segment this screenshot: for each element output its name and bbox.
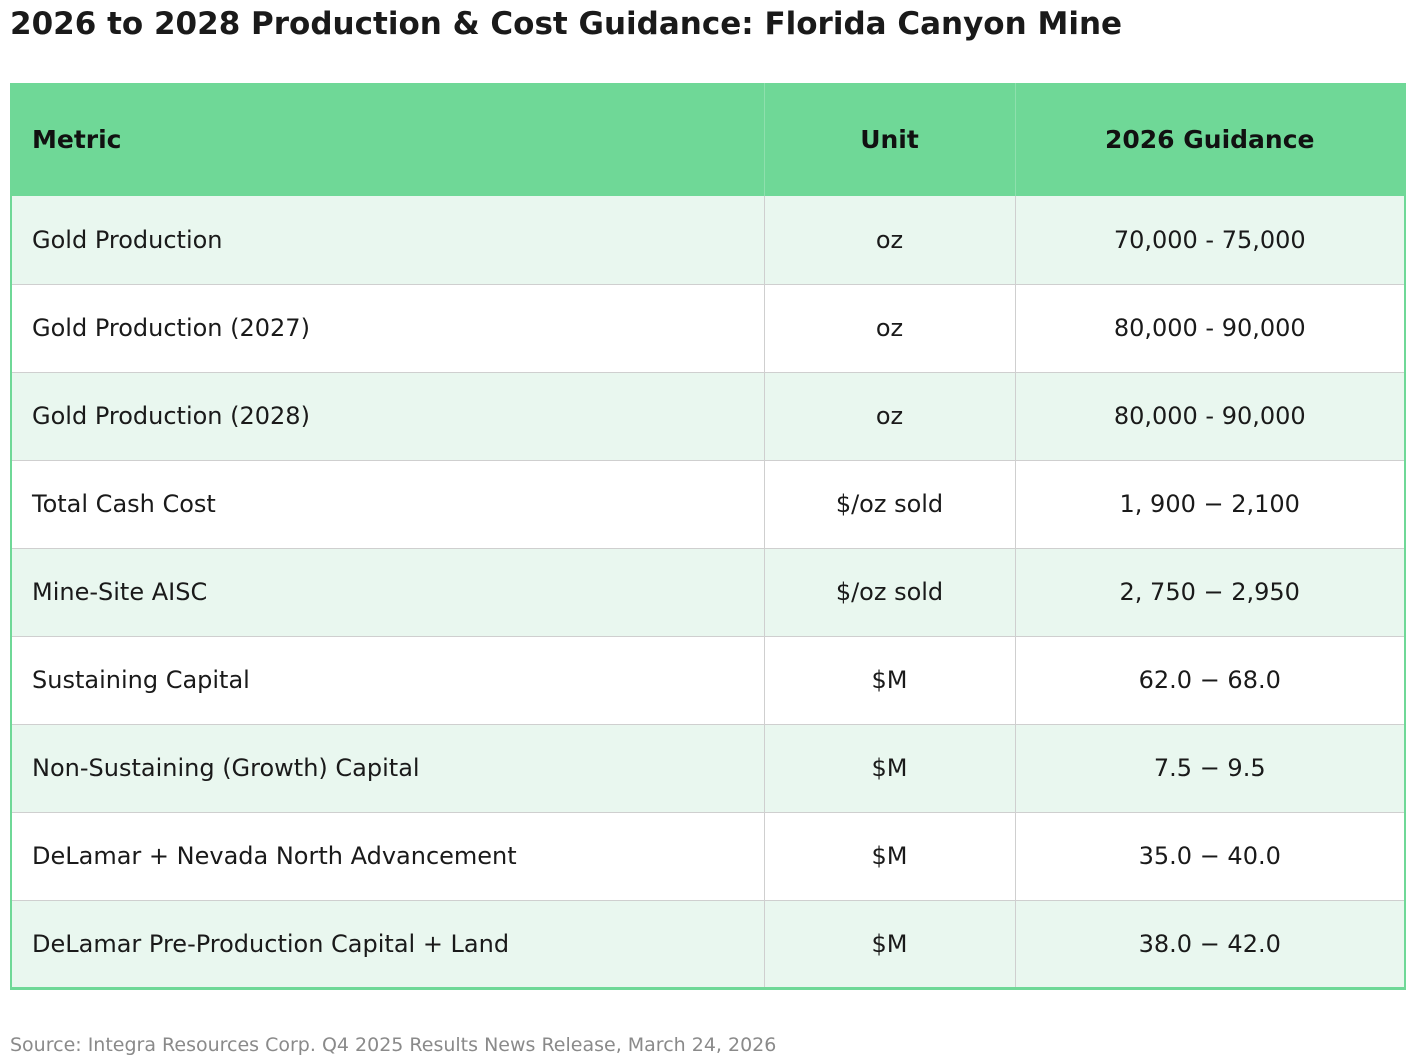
unit-cell: oz [763,283,1015,372]
guidance-cell: 2, 750 − 2,950 [1014,547,1405,636]
table-row: Non-Sustaining (Growth) Capital $M 7.5 −… [11,723,1405,812]
guidance-cell: 35.0 − 40.0 [1014,811,1405,900]
guidance-table: Metric Unit 2026 Guidance Gold Productio… [10,83,1406,990]
unit-cell: $M [763,899,1015,988]
unit-cell: $M [763,635,1015,724]
table-row: DeLamar + Nevada North Advancement $M 35… [11,811,1405,900]
source-note: Source: Integra Resources Corp. Q4 2025 … [10,1034,777,1056]
header-metric: Metric [32,125,122,154]
header-guidance: 2026 Guidance [1014,83,1405,196]
metric-cell: Gold Production [32,225,223,254]
unit-cell: $M [763,723,1015,812]
metric-cell: DeLamar + Nevada North Advancement [11,811,764,900]
guidance-cell: 80,000 - 90,000 [1014,283,1405,372]
metric-cell: Gold Production (2028) [11,371,764,460]
table-row: DeLamar Pre-Production Capital + Land $M… [11,899,1405,988]
guidance-cell: 1, 900 − 2,100 [1014,459,1405,548]
guidance-cell: 7.5 − 9.5 [1014,723,1405,812]
guidance-cell: 70,000 - 75,000 [1014,196,1405,284]
unit-cell: oz [763,371,1015,460]
table-row: Sustaining Capital $M 62.0 − 68.0 [11,635,1405,724]
metric-cell: DeLamar Pre-Production Capital + Land [11,899,764,988]
unit-cell: $M [763,811,1015,900]
unit-cell: $/oz sold [763,459,1015,548]
table-row: Total Cash Cost $/oz sold 1, 900 − 2,100 [11,459,1405,548]
guidance-cell: 80,000 - 90,000 [1014,371,1405,460]
guidance-cell: 38.0 − 42.0 [1014,899,1405,988]
table-header-row: Metric Unit 2026 Guidance [11,83,1405,196]
metric-cell: Non-Sustaining (Growth) Capital [11,723,764,812]
table-row: Mine-Site AISC $/oz sold 2, 750 − 2,950 [11,547,1405,636]
metric-cell: Total Cash Cost [11,459,764,548]
table-row: Gold Production (2028) oz 80,000 - 90,00… [11,371,1405,460]
metric-cell: Mine-Site AISC [11,547,764,636]
metric-cell: Sustaining Capital [11,635,764,724]
unit-cell: oz [763,196,1015,284]
table-row: Gold Production oz 70,000 - 75,000 [11,196,1405,284]
guidance-cell: 62.0 − 68.0 [1014,635,1405,724]
metric-cell: Gold Production (2027) [11,283,764,372]
unit-cell: $/oz sold [763,547,1015,636]
header-unit: Unit [763,83,1015,196]
page-title: 2026 to 2028 Production & Cost Guidance:… [10,6,1123,42]
table-row: Gold Production (2027) oz 80,000 - 90,00… [11,283,1405,372]
